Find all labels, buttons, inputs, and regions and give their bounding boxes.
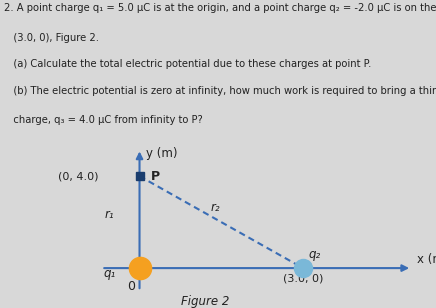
Text: P: P	[150, 170, 160, 183]
Text: q₁: q₁	[103, 267, 116, 280]
Text: 0: 0	[127, 280, 135, 293]
Text: (3.0, 0), Figure 2.: (3.0, 0), Figure 2.	[4, 33, 99, 43]
Text: r₂: r₂	[210, 201, 220, 214]
Text: (a) Calculate the total electric potential due to these charges at point P.: (a) Calculate the total electric potenti…	[4, 59, 372, 69]
Text: x (m): x (m)	[417, 253, 436, 266]
Text: charge, q₃ = 4.0 μC from infinity to P?: charge, q₃ = 4.0 μC from infinity to P?	[4, 115, 203, 125]
Text: y (m): y (m)	[146, 148, 177, 160]
Text: (b) The electric potential is zero at infinity, how much work is required to bri: (b) The electric potential is zero at in…	[4, 86, 436, 96]
Text: (0, 4.0): (0, 4.0)	[58, 171, 99, 181]
Text: (3.0, 0): (3.0, 0)	[283, 274, 323, 284]
Text: Figure 2: Figure 2	[181, 295, 229, 308]
Text: r₁: r₁	[105, 208, 114, 221]
Text: 2. A point charge q₁ = 5.0 μC is at the origin, and a point charge q₂ = -2.0 μC : 2. A point charge q₁ = 5.0 μC is at the …	[4, 3, 436, 13]
Text: q₂: q₂	[309, 248, 321, 261]
